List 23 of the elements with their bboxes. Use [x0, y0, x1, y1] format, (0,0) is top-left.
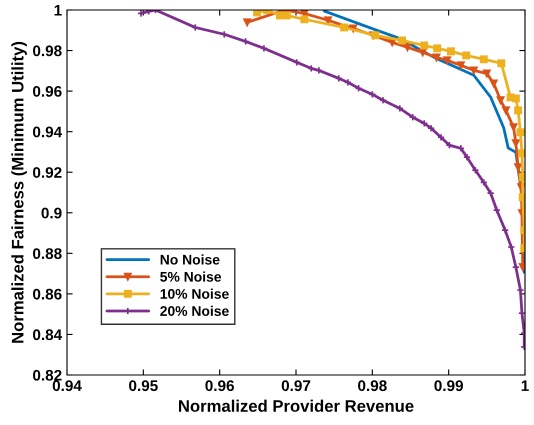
y-tick-label: 0.86: [33, 288, 62, 300]
x-tick-label: 0.94: [52, 380, 82, 392]
x-tick-label: 0.95: [129, 380, 158, 392]
x-tick-label: 1: [522, 380, 529, 391]
y-tick-label: 0.82: [33, 370, 62, 381]
legend-label: 5% Noise: [160, 272, 222, 282]
x-tick-label: 0.96: [205, 380, 234, 392]
y-tick-label: 0.92: [33, 167, 62, 178]
y-tick-label: 1: [54, 5, 62, 16]
y-tick-label: 0.98: [33, 45, 62, 56]
y-tick-label: 0.88: [33, 248, 62, 260]
legend-label: 10% Noise: [160, 288, 229, 299]
y-tick-label: 0.94: [33, 126, 62, 138]
x-tick-label: 0.97: [282, 380, 310, 392]
legend-label: No Noise: [160, 254, 220, 265]
x-tick-label: 0.98: [358, 380, 387, 392]
y-tick-label: 0.96: [33, 86, 62, 97]
x-axis-title: Normalized Provider Revenue: [179, 400, 414, 412]
y-axis-title: Normalized Fairness (Minimum Utility): [11, 42, 27, 343]
legend-label: 20% Noise: [160, 306, 229, 316]
y-tick-label: 0.9: [42, 208, 62, 218]
y-tick-label: 0.84: [33, 329, 62, 340]
x-tick-label: 0.99: [434, 380, 463, 392]
